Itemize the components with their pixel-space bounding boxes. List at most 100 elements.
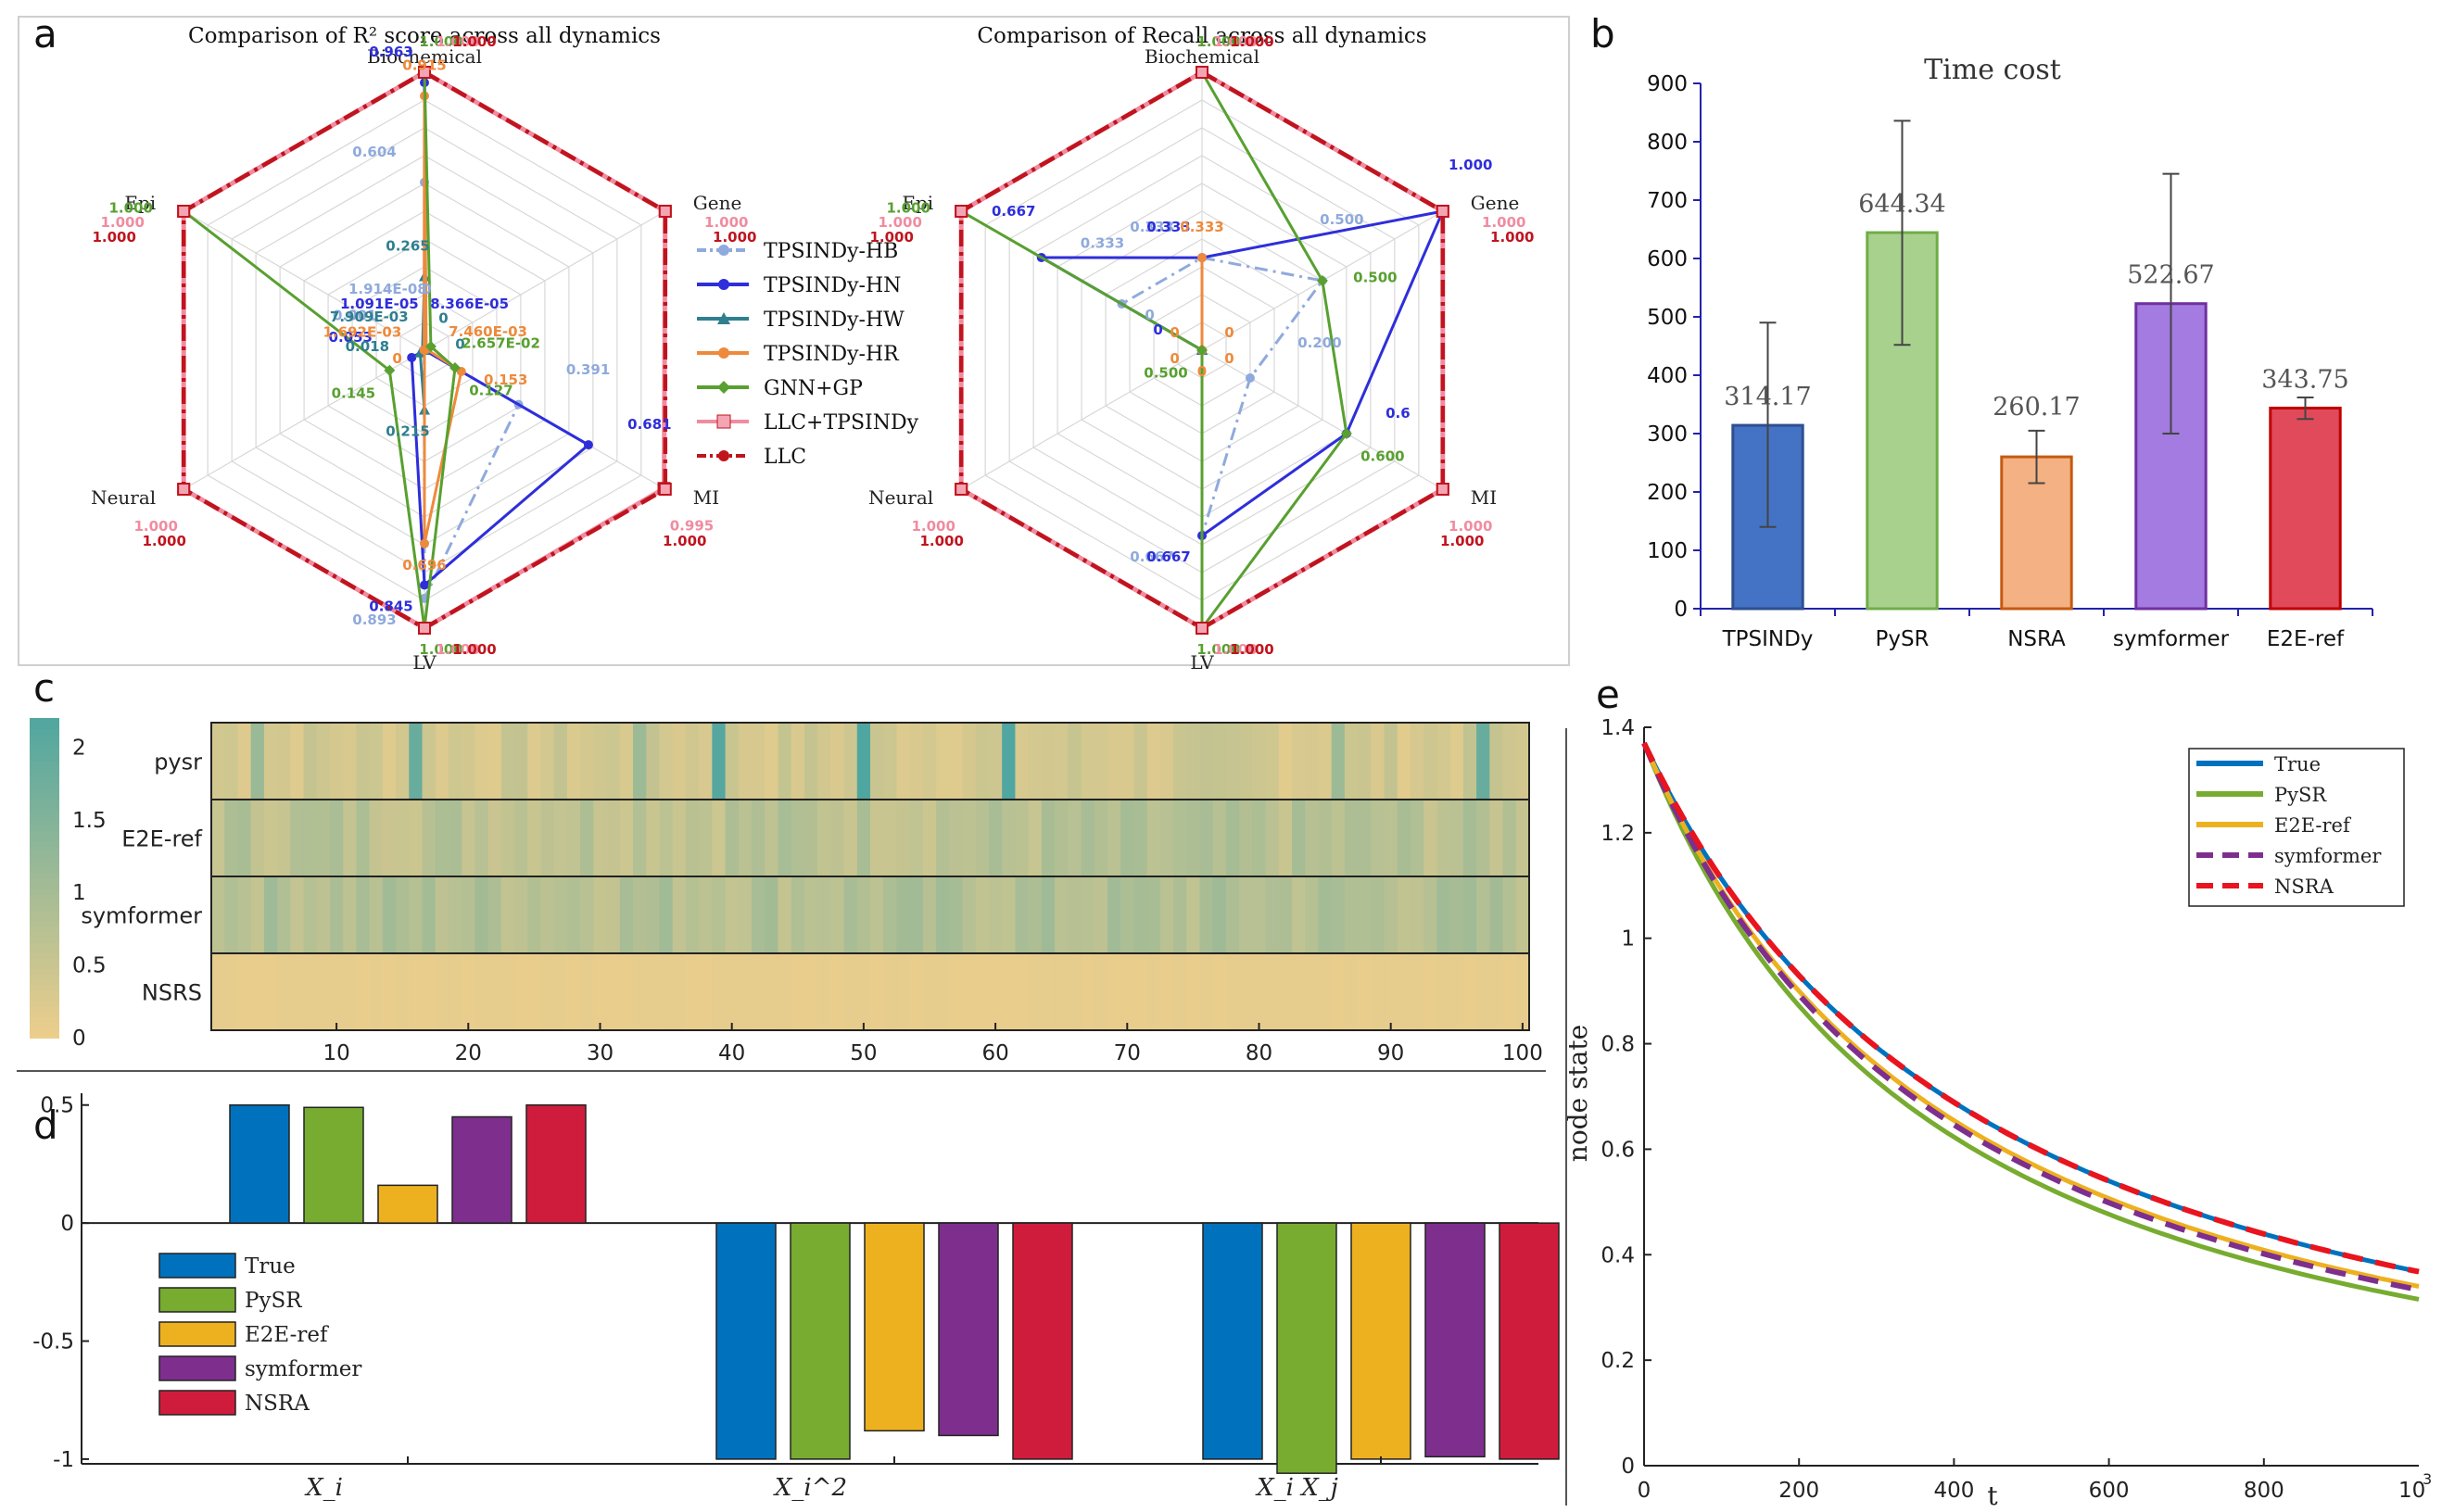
colorbar-tick-label: 1: [72, 881, 86, 905]
heatmap-cell: [382, 800, 397, 876]
heatmap-cell: [1278, 800, 1293, 876]
heatmap-cell: [909, 876, 924, 953]
heatmap-cell: [1252, 800, 1267, 876]
line-y-tick-label: 1.2: [1601, 822, 1635, 846]
heatmap-cell: [1462, 723, 1477, 800]
line-x-tick-label: 400: [1933, 1479, 1974, 1503]
heatmap-cell: [343, 953, 358, 1030]
heatmap-cell: [303, 800, 318, 876]
radar-marker: [1197, 253, 1207, 263]
heatmap-cell: [500, 953, 515, 1030]
legend-label: GNN+GP: [764, 377, 863, 400]
colorbar-cell: [30, 1032, 59, 1039]
heatmap-cell: [1502, 876, 1517, 953]
heatmap-cell: [1305, 953, 1320, 1030]
heatmap-cell: [1146, 800, 1161, 876]
radar-legend: TPSINDy-HB TPSINDy-HN TPSINDy-HW TPSINDy-HR…: [697, 240, 919, 469]
heatmap-cell: [830, 876, 845, 953]
heatmap-cell: [487, 723, 502, 800]
coef-category-label: X_i X_j: [1255, 1474, 1338, 1502]
radar-value-label: 0.667: [1130, 548, 1173, 565]
heatmap-cell: [356, 876, 371, 953]
heatmap-cell: [500, 800, 515, 876]
heatmap-cell: [803, 800, 818, 876]
heatmap-cell: [896, 723, 911, 800]
radar-value-label: 8.366E-05: [430, 296, 509, 312]
heatmap-cell: [870, 876, 884, 953]
radar-value-label: 0.845: [369, 598, 412, 615]
heatmap-cell: [1041, 723, 1056, 800]
heatmap-cell: [738, 800, 753, 876]
radar-value-label: 0.145: [332, 384, 375, 401]
legend-label: LLC: [764, 446, 806, 469]
heatmap-cell: [738, 876, 753, 953]
heatmap-cell: [1186, 876, 1201, 953]
bar-value-label: 314.17: [1724, 383, 1811, 411]
heatmap-cell: [896, 876, 911, 953]
heatmap-cell: [1173, 800, 1187, 876]
heatmap-cell: [1239, 800, 1253, 876]
heatmap-cell: [975, 876, 990, 953]
heatmap-cell: [1462, 800, 1477, 876]
heatmap-cell: [725, 800, 740, 876]
heatmap-cell: [487, 876, 502, 953]
heatmap-cell: [1015, 953, 1030, 1030]
heatmap-cell: [1449, 953, 1464, 1030]
radar-value-label: 0.001: [333, 307, 376, 323]
heatmap-cell: [988, 800, 1003, 876]
heatmap-row-label: pysr: [154, 750, 202, 775]
heatmap-cell: [1146, 723, 1161, 800]
heatmap-cell: [1449, 800, 1464, 876]
colorbar-cell: [30, 893, 59, 901]
heatmap-cell: [1186, 800, 1201, 876]
radar-value-label: 0.500: [1353, 270, 1397, 286]
radar-marker: [658, 205, 672, 218]
radar-value-label: 1.000: [1213, 33, 1257, 50]
heatmap-cell: [685, 800, 700, 876]
radar-value-label: 0.915: [402, 57, 446, 74]
colorbar-cell: [30, 1011, 59, 1017]
heatmap-cell: [462, 723, 475, 800]
heatmap-cell: [830, 723, 845, 800]
heatmap-cell: [224, 723, 239, 800]
heatmap-cell: [752, 876, 765, 953]
heatmap-cell: [316, 723, 331, 800]
radar-title: Comparison of Recall across all dynamics: [977, 24, 1426, 48]
coef-legend-swatch: [158, 1287, 236, 1313]
colorbar-cell: [30, 798, 59, 804]
heatmap-cell: [843, 953, 858, 1030]
heatmap-cell: [263, 723, 278, 800]
radar-value-label: 0: [455, 335, 464, 352]
heatmap-cell: [369, 953, 384, 1030]
line-y-tick-label: 0.4: [1601, 1243, 1635, 1267]
heatmap-cell: [237, 953, 252, 1030]
heatmap-cell: [1041, 953, 1056, 1030]
heatmap-cell: [1212, 953, 1227, 1030]
heatmap-cell: [606, 800, 621, 876]
radar-value-label: 0.995: [670, 517, 714, 534]
line-x-tick-label: 0: [1638, 1479, 1651, 1503]
heatmap-cell: [1371, 800, 1385, 876]
colorbar-cell: [30, 936, 59, 943]
bar-title: Time cost: [1924, 54, 2061, 86]
radar-spoke: [183, 349, 425, 490]
heatmap-cell: [738, 723, 753, 800]
radar-axis-label: Gene: [1471, 192, 1520, 214]
heatmap-cell: [1173, 876, 1187, 953]
heatmap-cell: [329, 953, 344, 1030]
heatmap-cell: [659, 723, 674, 800]
heatmap-cell: [778, 953, 792, 1030]
heatmap-cell: [1107, 876, 1121, 953]
heatmap-cell: [843, 876, 858, 953]
coef-bar-symformer: [938, 1222, 999, 1437]
radar-value-label: 7.460E-03: [449, 323, 527, 340]
heatmap-cell: [435, 800, 449, 876]
radar-value-label: 1.000: [436, 33, 479, 50]
heatmap-cell: [1015, 723, 1030, 800]
bar-y-tick-label: 0: [1674, 598, 1688, 622]
radar-value-label: 1.000: [100, 214, 144, 231]
radar-value-label: 1.692E-03: [323, 324, 402, 341]
colorbar-cell: [30, 1005, 59, 1013]
heatmap-cell: [1120, 723, 1134, 800]
bar-y-tick-label: 300: [1647, 422, 1688, 447]
